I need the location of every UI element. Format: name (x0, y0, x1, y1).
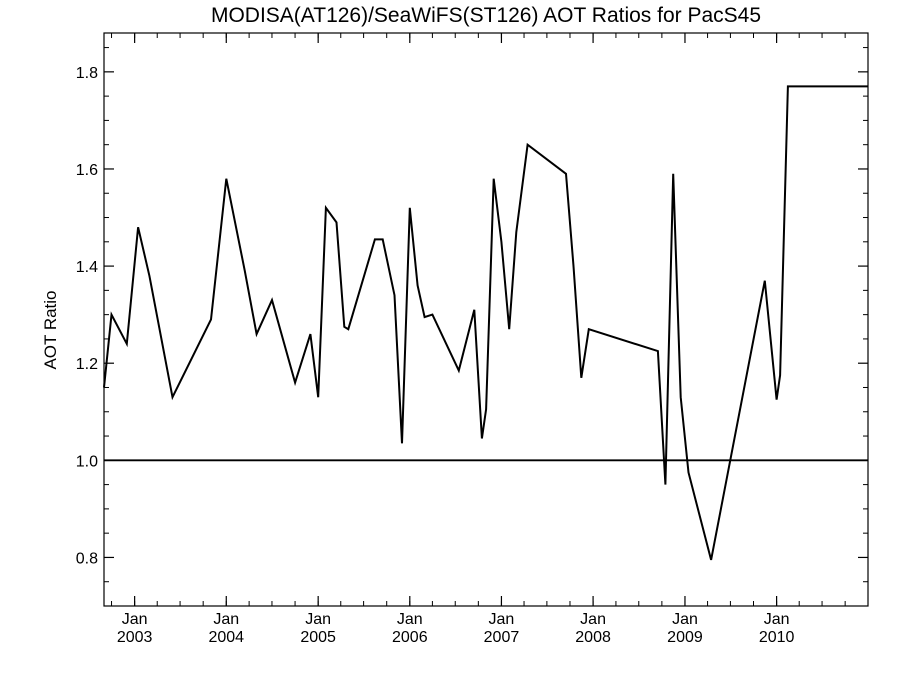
y-tick-label: 1.6 (76, 162, 98, 179)
series-line (103, 85, 868, 561)
x-tick-year: 2007 (484, 629, 520, 646)
x-tick-month: Jan (764, 611, 790, 628)
chart-title: MODISA(AT126)/SeaWiFS(ST126) AOT Ratios … (210, 4, 762, 27)
y-tick-label: 1.8 (76, 65, 98, 82)
x-tick-month: Jan (122, 611, 148, 628)
x-tick-year: 2005 (300, 629, 336, 646)
plot-frame (103, 32, 869, 607)
x-tick-year: 2009 (667, 629, 703, 646)
x-tick-month: Jan (580, 611, 606, 628)
y-tick-label: 1.2 (76, 356, 98, 373)
x-tick-year: 2006 (392, 629, 428, 646)
x-tick-year: 2003 (117, 629, 153, 646)
x-tick-month: Jan (213, 611, 239, 628)
x-tick-year: 2010 (759, 629, 795, 646)
x-tick-month: Jan (397, 611, 423, 628)
y-tick-label: 0.8 (76, 550, 98, 567)
x-tick-month: Jan (305, 611, 331, 628)
x-tick-month: Jan (672, 611, 698, 628)
x-tick-month: Jan (489, 611, 515, 628)
x-tick-year: 2008 (575, 629, 611, 646)
x-tick-year: 2004 (208, 629, 244, 646)
y-tick-label: 1.0 (76, 453, 98, 470)
y-tick-label: 1.4 (76, 259, 98, 276)
